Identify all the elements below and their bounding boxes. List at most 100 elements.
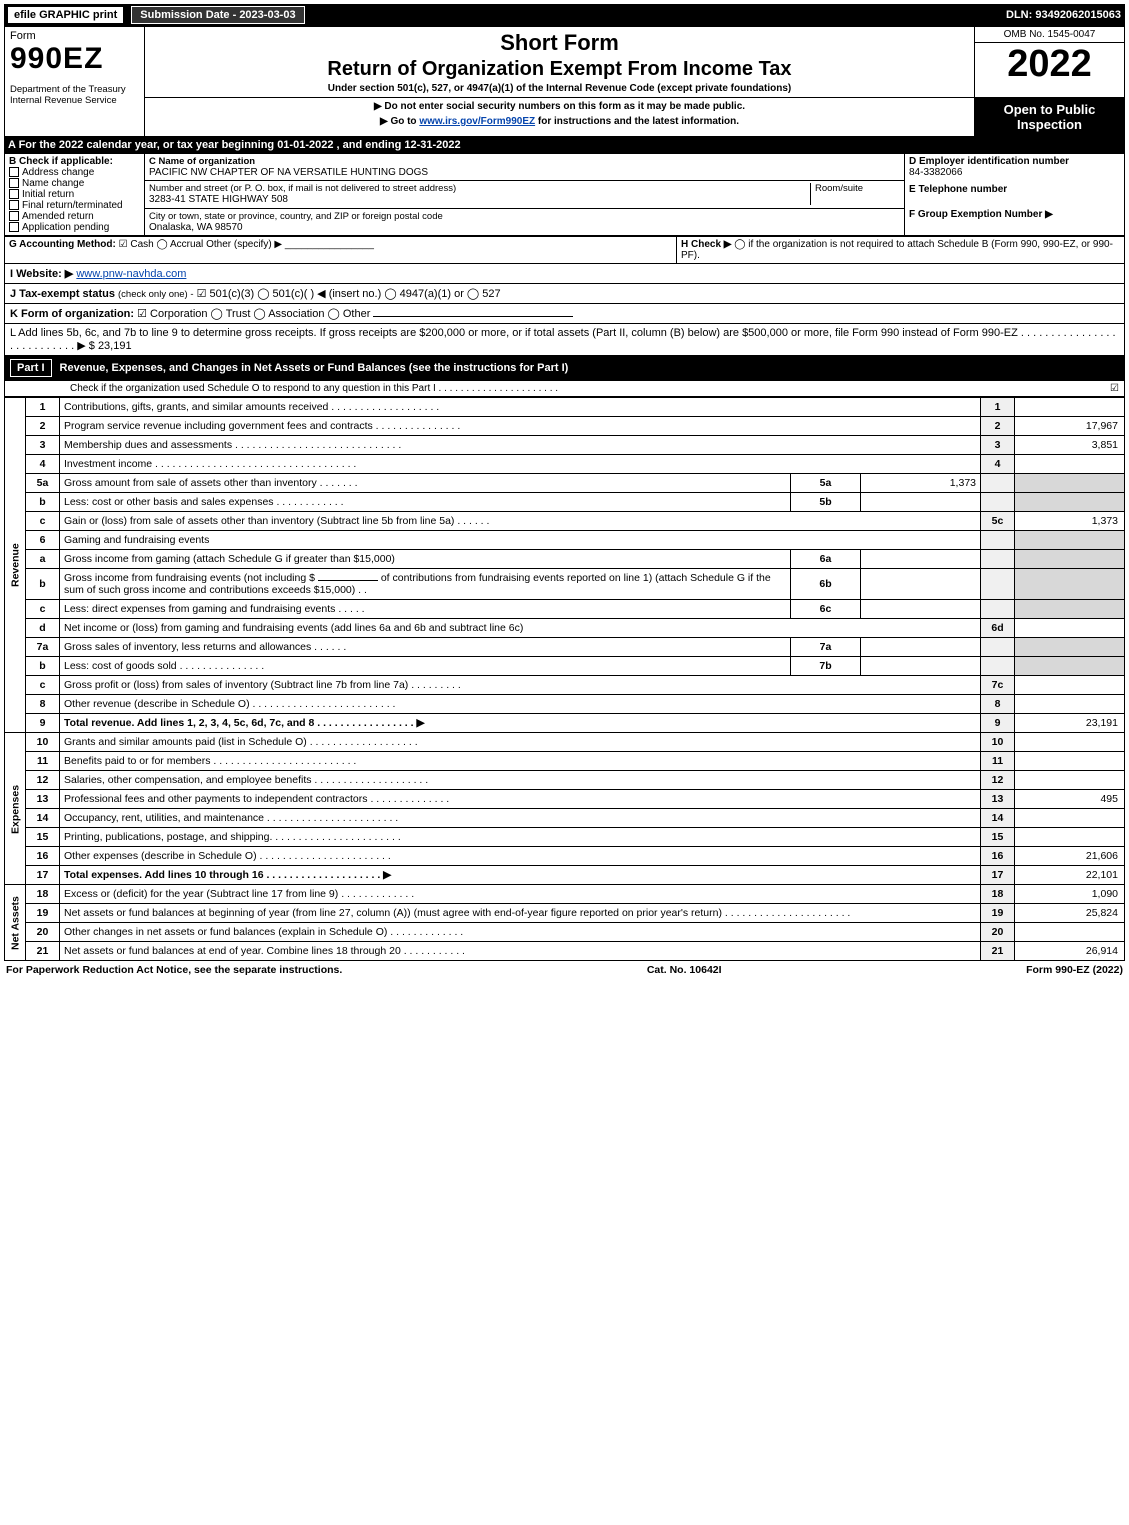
line-l-amount: 23,191 xyxy=(98,340,132,352)
line-6b-desc: Gross income from fundraising events (no… xyxy=(60,569,791,600)
box-e-label: E Telephone number xyxy=(909,184,1120,195)
revenue-section-label: Revenue xyxy=(5,398,26,733)
line-16-desc: Other expenses (describe in Schedule O) … xyxy=(60,847,981,866)
line-13-amt: 495 xyxy=(1015,790,1125,809)
city-value: Onalaska, WA 98570 xyxy=(149,222,900,233)
box-d-label: D Employer identification number xyxy=(909,156,1120,167)
under-text: Under section 501(c), 527, or 4947(a)(1)… xyxy=(150,83,969,94)
city-label: City or town, state or province, country… xyxy=(149,211,900,222)
line-4-desc: Investment income . . . . . . . . . . . … xyxy=(60,455,981,474)
line-h-checkbox[interactable]: ◯ xyxy=(734,239,748,250)
form-header: Form 990EZ Department of the Treasury In… xyxy=(4,26,1125,137)
section-a-year: A For the 2022 calendar year, or tax yea… xyxy=(4,137,1125,153)
line-18-amt: 1,090 xyxy=(1015,885,1125,904)
line-16-amt: 21,606 xyxy=(1015,847,1125,866)
line-7a-sub: 7a xyxy=(791,638,861,657)
accounting-other[interactable]: Other (specify) ▶ ________________ xyxy=(206,239,374,250)
line-5b-subval xyxy=(861,493,981,512)
box-c-label: C Name of organization xyxy=(149,156,900,167)
short-form-title: Short Form xyxy=(150,30,969,56)
line-5a-sub: 5a xyxy=(791,474,861,493)
line-7c-desc: Gross profit or (loss) from sales of inv… xyxy=(60,676,981,695)
lines-g-h: G Accounting Method: ☑ Cash ◯ Accrual Ot… xyxy=(4,236,1125,264)
line-j: J Tax-exempt status (check only one) - ☑… xyxy=(4,284,1125,304)
line-6a-desc: Gross income from gaming (attach Schedul… xyxy=(60,550,791,569)
check-final-return[interactable]: Final return/terminated xyxy=(9,200,140,211)
line-8-desc: Other revenue (describe in Schedule O) .… xyxy=(60,695,981,714)
line-l-text: L Add lines 5b, 6c, and 7b to line 9 to … xyxy=(10,327,1116,352)
line-17-desc: Total expenses. Add lines 10 through 16 … xyxy=(60,866,981,885)
top-bar: efile GRAPHIC print Submission Date - 20… xyxy=(4,4,1125,26)
info-boxes: B Check if applicable: Address change Na… xyxy=(4,153,1125,236)
line-j-opts[interactable]: ☑ 501(c)(3) ◯ 501(c)( ) ◀ (insert no.) ◯… xyxy=(197,288,501,300)
line-6c-desc: Less: direct expenses from gaming and fu… xyxy=(60,600,791,619)
line-1-amt xyxy=(1015,398,1125,417)
accounting-accrual[interactable]: ◯ Accrual xyxy=(157,239,204,250)
footer-center: Cat. No. 10642I xyxy=(647,964,722,976)
line-j-note: (check only one) - xyxy=(118,289,194,300)
line-1-num: 1 xyxy=(26,398,60,417)
irs-label: Internal Revenue Service xyxy=(10,95,139,106)
check-name-change[interactable]: Name change xyxy=(9,178,140,189)
line-6c-sub: 6c xyxy=(791,600,861,619)
accounting-cash[interactable]: ☑ Cash xyxy=(119,239,154,250)
line-j-label: J Tax-exempt status xyxy=(10,288,115,300)
line-7b-desc: Less: cost of goods sold . . . . . . . .… xyxy=(60,657,791,676)
expenses-section-label: Expenses xyxy=(5,733,26,885)
line-5c-desc: Gain or (loss) from sale of assets other… xyxy=(60,512,981,531)
line-14-desc: Occupancy, rent, utilities, and maintena… xyxy=(60,809,981,828)
efile-label: efile GRAPHIC print xyxy=(8,7,123,23)
line-8-amt xyxy=(1015,695,1125,714)
line-7b-sub: 7b xyxy=(791,657,861,676)
line-3-desc: Membership dues and assessments . . . . … xyxy=(60,436,981,455)
open-inspection: Open to Public Inspection xyxy=(975,98,1124,136)
line-21-amt: 26,914 xyxy=(1015,942,1125,961)
line-2-amt: 17,967 xyxy=(1015,417,1125,436)
box-b-title: B Check if applicable: xyxy=(9,156,140,167)
check-amended-return[interactable]: Amended return xyxy=(9,211,140,222)
line-9-desc: Total revenue. Add lines 1, 2, 3, 4, 5c,… xyxy=(60,714,981,733)
street-label: Number and street (or P. O. box, if mail… xyxy=(149,183,810,194)
form-number: 990EZ xyxy=(10,42,139,76)
line-12-desc: Salaries, other compensation, and employ… xyxy=(60,771,981,790)
check-application-pending[interactable]: Application pending xyxy=(9,222,140,233)
check-initial-return[interactable]: Initial return xyxy=(9,189,140,200)
line-19-amt: 25,824 xyxy=(1015,904,1125,923)
org-name: PACIFIC NW CHAPTER OF NA VERSATILE HUNTI… xyxy=(149,167,900,178)
line-17-amt: 22,101 xyxy=(1015,866,1125,885)
line-4-amt xyxy=(1015,455,1125,474)
tax-year: 2022 xyxy=(975,43,1124,86)
line-i-label: I Website: ▶ xyxy=(10,268,73,280)
line-3-amt: 3,851 xyxy=(1015,436,1125,455)
line-19-desc: Net assets or fund balances at beginning… xyxy=(60,904,981,923)
main-title: Return of Organization Exempt From Incom… xyxy=(150,58,969,81)
goto-link[interactable]: ▶ Go to www.irs.gov/Form990EZ for instru… xyxy=(150,116,969,127)
line-l: L Add lines 5b, 6c, and 7b to line 9 to … xyxy=(4,324,1125,356)
line-10-amt xyxy=(1015,733,1125,752)
line-6b-sub: 6b xyxy=(791,569,861,600)
line-5a-desc: Gross amount from sale of assets other t… xyxy=(60,474,791,493)
website-value[interactable]: www.pnw-navhda.com xyxy=(76,268,186,280)
line-5b-desc: Less: cost or other basis and sales expe… xyxy=(60,493,791,512)
page-footer: For Paperwork Reduction Act Notice, see … xyxy=(4,961,1125,979)
dept-label: Department of the Treasury xyxy=(10,84,139,95)
line-i: I Website: ▶ www.pnw-navhda.com xyxy=(4,264,1125,284)
line-k: K Form of organization: ☑ Corporation ◯ … xyxy=(4,304,1125,324)
line-6-desc: Gaming and fundraising events xyxy=(60,531,981,550)
line-6a-sub: 6a xyxy=(791,550,861,569)
check-address-change[interactable]: Address change xyxy=(9,167,140,178)
line-k-opts[interactable]: ☑ Corporation ◯ Trust ◯ Association ◯ Ot… xyxy=(137,308,370,320)
line-7a-desc: Gross sales of inventory, less returns a… xyxy=(60,638,791,657)
netassets-section-label: Net Assets xyxy=(5,885,26,961)
line-15-desc: Printing, publications, postage, and shi… xyxy=(60,828,981,847)
line-10-desc: Grants and similar amounts paid (list in… xyxy=(60,733,981,752)
line-5a-subval: 1,373 xyxy=(861,474,981,493)
line-2-desc: Program service revenue including govern… xyxy=(60,417,981,436)
part-1-checkmark[interactable]: ☑ xyxy=(1110,383,1119,394)
line-1-desc: Contributions, gifts, grants, and simila… xyxy=(60,398,981,417)
omb-number: OMB No. 1545-0047 xyxy=(975,27,1124,43)
room-label: Room/suite xyxy=(815,183,900,194)
submission-date: Submission Date - 2023-03-03 xyxy=(131,6,304,24)
dln-label: DLN: 93492062015063 xyxy=(1006,9,1121,21)
form-word: Form xyxy=(10,30,139,42)
